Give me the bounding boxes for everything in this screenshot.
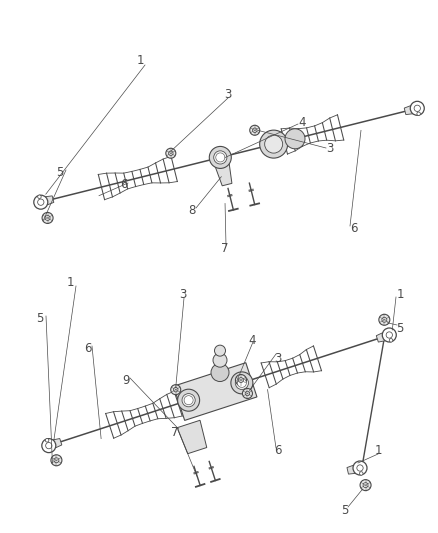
Text: 5: 5 xyxy=(57,166,64,179)
Circle shape xyxy=(178,389,200,411)
Text: 3: 3 xyxy=(326,141,334,155)
Text: 6: 6 xyxy=(120,179,128,191)
Text: 5: 5 xyxy=(36,311,44,325)
Circle shape xyxy=(285,129,305,149)
Polygon shape xyxy=(212,156,232,186)
Circle shape xyxy=(45,439,49,442)
Circle shape xyxy=(250,125,260,135)
Text: 7: 7 xyxy=(221,241,229,254)
Text: 5: 5 xyxy=(396,321,404,335)
Text: 6: 6 xyxy=(84,342,92,354)
Circle shape xyxy=(238,377,244,383)
Circle shape xyxy=(379,314,390,325)
Circle shape xyxy=(45,215,50,221)
Circle shape xyxy=(363,483,368,488)
Text: 7: 7 xyxy=(171,426,179,440)
Circle shape xyxy=(235,376,248,390)
Text: 5: 5 xyxy=(341,504,349,516)
Circle shape xyxy=(417,112,420,116)
Text: 6: 6 xyxy=(350,222,358,235)
Polygon shape xyxy=(53,439,62,448)
Circle shape xyxy=(54,458,59,463)
Circle shape xyxy=(211,364,229,382)
Circle shape xyxy=(42,439,56,453)
Circle shape xyxy=(216,153,225,162)
Polygon shape xyxy=(404,106,413,115)
Text: 3: 3 xyxy=(179,288,187,302)
Circle shape xyxy=(252,128,257,133)
Circle shape xyxy=(353,461,367,475)
Text: 8: 8 xyxy=(188,204,196,216)
Polygon shape xyxy=(376,333,385,342)
Circle shape xyxy=(265,135,283,153)
Circle shape xyxy=(182,393,195,407)
Circle shape xyxy=(184,395,193,405)
Circle shape xyxy=(237,378,246,387)
Circle shape xyxy=(360,480,371,490)
Text: 4: 4 xyxy=(298,116,306,128)
Text: 4: 4 xyxy=(248,334,256,346)
Circle shape xyxy=(38,195,41,198)
Polygon shape xyxy=(177,420,207,454)
Text: 1: 1 xyxy=(136,53,144,67)
Circle shape xyxy=(213,353,227,367)
Circle shape xyxy=(169,151,173,156)
Circle shape xyxy=(243,389,252,399)
Circle shape xyxy=(236,375,247,385)
Text: 6: 6 xyxy=(274,443,282,456)
Circle shape xyxy=(245,391,250,395)
Circle shape xyxy=(389,338,393,342)
Text: 1: 1 xyxy=(396,288,404,302)
Circle shape xyxy=(260,130,288,158)
Circle shape xyxy=(51,455,62,466)
Polygon shape xyxy=(347,465,356,474)
Circle shape xyxy=(42,213,53,223)
Circle shape xyxy=(382,317,387,322)
Circle shape xyxy=(215,345,226,356)
Circle shape xyxy=(410,101,424,115)
Circle shape xyxy=(382,328,396,342)
Text: 3: 3 xyxy=(224,88,232,101)
Polygon shape xyxy=(173,362,257,421)
Circle shape xyxy=(171,385,181,394)
Circle shape xyxy=(360,472,363,475)
Circle shape xyxy=(214,151,227,164)
Circle shape xyxy=(231,372,253,394)
Polygon shape xyxy=(45,196,54,205)
Text: 1: 1 xyxy=(374,443,382,456)
Text: 1: 1 xyxy=(66,276,74,288)
Circle shape xyxy=(166,148,176,158)
Circle shape xyxy=(34,195,48,209)
Text: 9: 9 xyxy=(122,374,130,386)
Circle shape xyxy=(173,387,178,392)
Text: 3: 3 xyxy=(274,351,282,365)
Circle shape xyxy=(209,147,231,168)
